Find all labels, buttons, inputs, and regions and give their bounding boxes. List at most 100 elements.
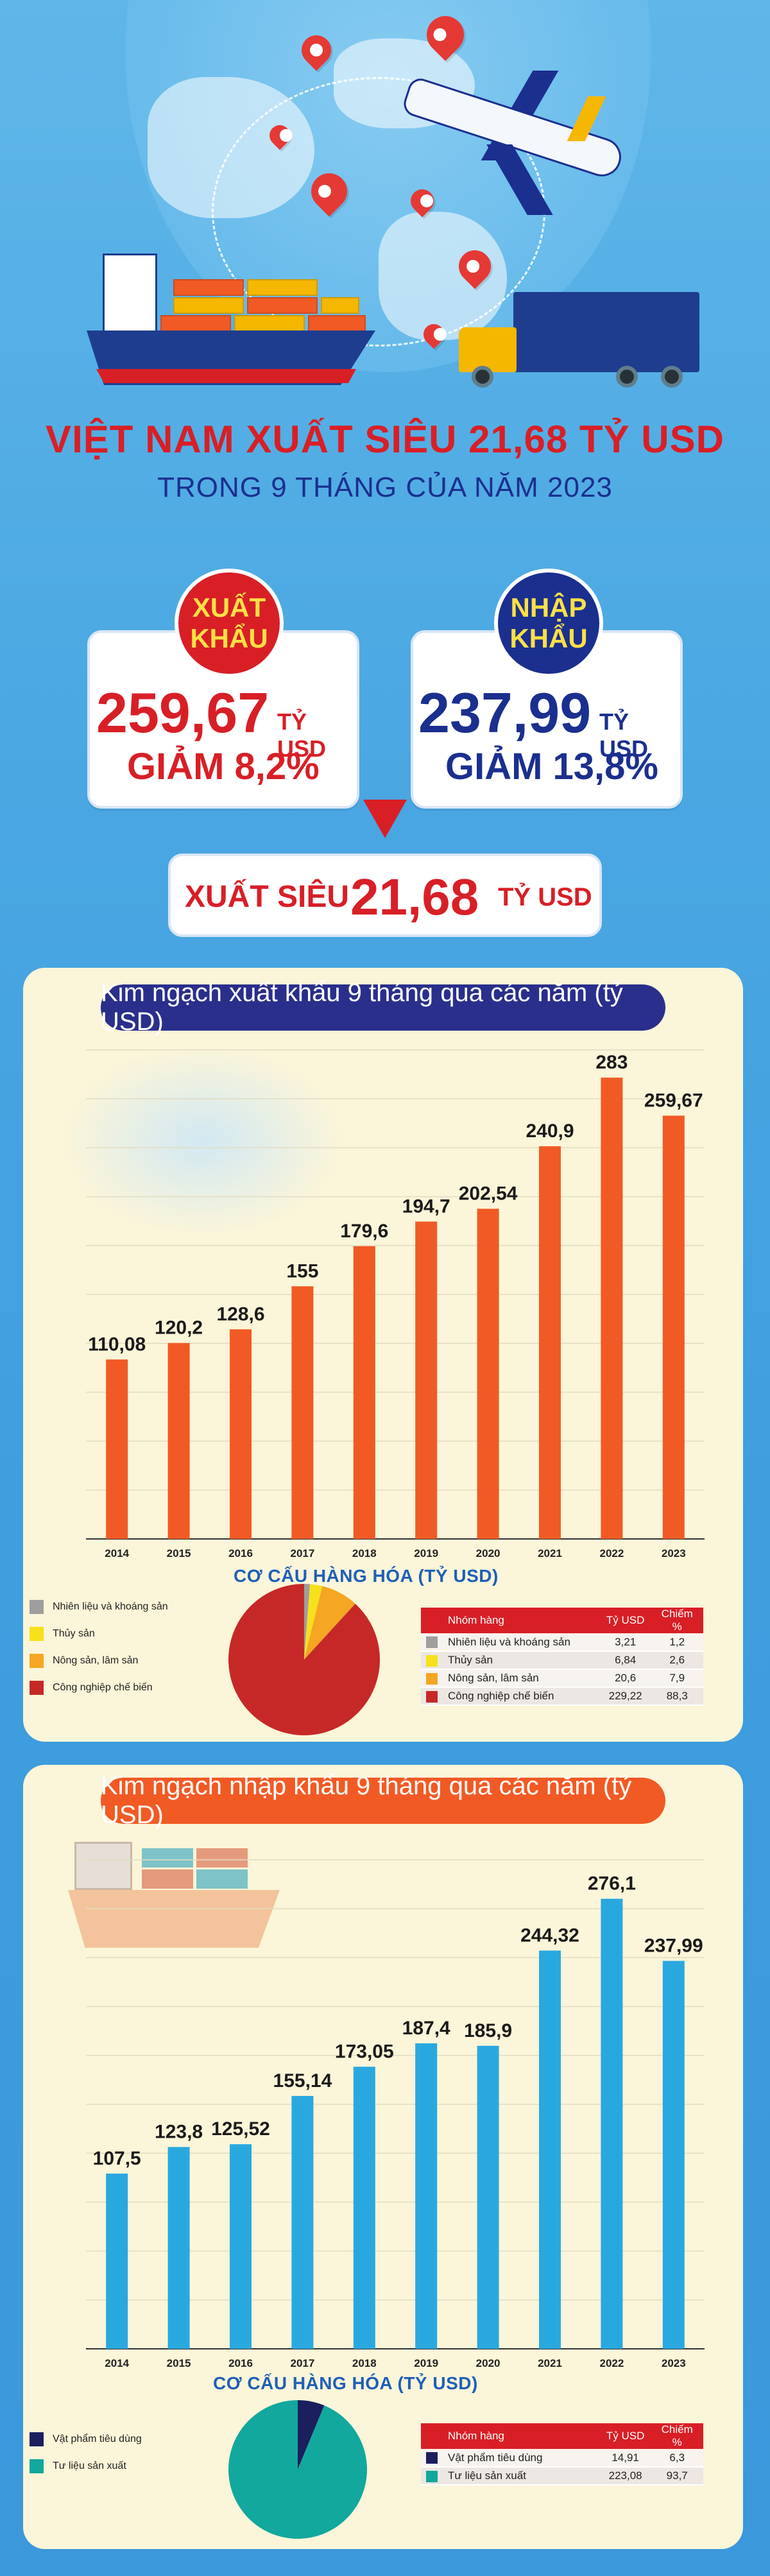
legend-label: Tư liệu sản xuất bbox=[53, 2460, 126, 2471]
table-cell bbox=[421, 1669, 443, 1688]
export-data-label: 155 bbox=[286, 1260, 318, 1282]
import-data-label: 237,99 bbox=[644, 1936, 703, 1957]
table-cell: 6,84 bbox=[599, 1651, 651, 1670]
import-data-label: 125,52 bbox=[211, 2118, 270, 2140]
legend-label: Vật phẩm tiêu dùng bbox=[53, 2434, 142, 2444]
container-icon bbox=[247, 297, 318, 314]
import-change: GIẢM 13,8% bbox=[445, 746, 658, 787]
wheel-icon bbox=[472, 366, 493, 388]
page-subtitle: TRONG 9 THÁNG CỦA NĂM 2023 bbox=[157, 472, 613, 503]
hero-illustration: VIỆT NAM XUẤT SIÊU 21,68 TỶ USD TRONG 9 … bbox=[0, 0, 770, 578]
export-data-label: 240,9 bbox=[526, 1121, 574, 1142]
import-data-label: 185,9 bbox=[464, 2020, 512, 2041]
export-pie-chart bbox=[228, 1584, 380, 1735]
container-icon bbox=[308, 315, 366, 332]
legend-item: Tư liệu sản xuất bbox=[30, 2459, 126, 2473]
table-row: Thủy sản 6,84 2,6 bbox=[421, 1651, 703, 1670]
export-tick-label: 2014 bbox=[105, 1547, 129, 1559]
export-tick-label: 2020 bbox=[476, 1547, 501, 1559]
legend-item: Nông sản, lâm sản bbox=[30, 1654, 138, 1668]
import-bar-2017 bbox=[291, 2095, 314, 2349]
table-header-cell: Nhóm hàng bbox=[443, 1608, 600, 1633]
table-header-cell: Nhóm hàng bbox=[443, 2423, 600, 2449]
legend-swatch bbox=[30, 1600, 44, 1614]
export-data-label: 194,7 bbox=[402, 1196, 450, 1217]
ship-cabin bbox=[103, 253, 157, 334]
container-icon bbox=[196, 1848, 248, 1868]
import-tick-label: 2015 bbox=[167, 2357, 191, 2369]
table-cell: 6,3 bbox=[651, 2449, 703, 2468]
table-cell: 229,22 bbox=[599, 1687, 651, 1706]
import-data-label: 173,05 bbox=[335, 2041, 394, 2062]
legend-item: Thủy sản bbox=[30, 1627, 95, 1641]
export-bar-2018 bbox=[353, 1246, 375, 1539]
trade-illustration bbox=[62, 1045, 344, 1237]
import-bar-2016 bbox=[230, 2144, 252, 2349]
export-panel: Kim ngạch xuất khẩu 9 tháng qua các năm … bbox=[23, 968, 743, 1742]
container-icon bbox=[321, 297, 359, 314]
table-cell: 7,9 bbox=[651, 1669, 703, 1688]
container-icon bbox=[247, 279, 318, 296]
import-data-label: 187,4 bbox=[402, 2018, 450, 2039]
legend-label: Nhiên liệu và khoáng sản bbox=[53, 1601, 168, 1612]
export-data-label: 128,6 bbox=[216, 1303, 264, 1325]
import-structure-title: CƠ CẤU HÀNG HÓA (TỶ USD) bbox=[213, 2373, 478, 2393]
table-swatch bbox=[426, 1672, 438, 1685]
pie-slice bbox=[304, 1584, 323, 1660]
table-cell bbox=[421, 1687, 443, 1706]
arrow-down-icon bbox=[363, 800, 407, 838]
export-tick-label: 2016 bbox=[228, 1547, 253, 1559]
export-bar-2015 bbox=[167, 1343, 190, 1539]
export-data-label: 120,2 bbox=[155, 1318, 203, 1339]
container-icon bbox=[173, 297, 244, 314]
import-data-label: 107,5 bbox=[93, 2148, 141, 2169]
import-pie-chart bbox=[228, 2400, 367, 2539]
balance-unit: TỶ USD bbox=[498, 883, 592, 911]
table-cell: Thủy sản bbox=[443, 1651, 600, 1670]
export-change: GIẢM 8,2% bbox=[127, 746, 320, 787]
table-swatch bbox=[426, 1654, 438, 1667]
wheel-icon bbox=[616, 366, 638, 388]
import-panel: Kim ngạch nhập khẩu 9 tháng qua các năm … bbox=[23, 1765, 743, 2549]
import-tick-label: 2023 bbox=[662, 2357, 686, 2369]
table-cell: 93,7 bbox=[651, 2467, 703, 2486]
export-structure-title: CƠ CẤU HÀNG HÓA (TỶ USD) bbox=[234, 1566, 499, 1586]
export-value: 259,67 bbox=[96, 681, 270, 744]
import-data-label: 155,14 bbox=[273, 2070, 332, 2091]
table-cell: Tư liệu sản xuất bbox=[443, 2467, 600, 2486]
export-badge-line1: XUẤT bbox=[192, 592, 266, 623]
export-bar-2014 bbox=[106, 1359, 128, 1539]
import-stat-card: 237,99 TỶ USD GIẢM 13,8% bbox=[411, 630, 683, 809]
table-header-cell bbox=[421, 1608, 443, 1633]
table-cell: 2,6 bbox=[651, 1651, 703, 1670]
table-cell: Nông sản, lâm sản bbox=[443, 1669, 600, 1688]
table-row: Nhiên liệu và khoáng sản 3,21 1,2 bbox=[421, 1633, 703, 1652]
export-bar-chart: 110,08 2014 120,2 2015 128,6 2016 155 2017 179,6… bbox=[86, 1049, 705, 1559]
export-badge-line2: KHẨU bbox=[190, 623, 268, 653]
export-tick-label: 2018 bbox=[352, 1547, 377, 1559]
export-data-label: 202,54 bbox=[459, 1183, 518, 1205]
table-cell: 3,21 bbox=[599, 1633, 651, 1652]
export-tick-label: 2019 bbox=[414, 1547, 438, 1559]
import-bar-2022 bbox=[601, 1898, 623, 2349]
legend-item: Công nghiệp chế biến bbox=[30, 1681, 153, 1695]
export-tick-label: 2021 bbox=[538, 1547, 562, 1559]
table-header-cell bbox=[421, 2423, 443, 2449]
import-badge-line2: KHẨU bbox=[509, 623, 588, 653]
table-header-row: Nhóm hàng Tỷ USD Chiếm % bbox=[421, 2423, 703, 2449]
table-cell bbox=[421, 1651, 443, 1670]
truck-container-icon bbox=[513, 292, 699, 372]
table-cell: Vật phẩm tiêu dùng bbox=[443, 2449, 600, 2468]
legend-item: Vật phẩm tiêu dùng bbox=[30, 2432, 142, 2446]
legend-label: Công nghiệp chế biến bbox=[53, 1682, 153, 1693]
export-tick-label: 2023 bbox=[662, 1547, 686, 1559]
pie-slice bbox=[304, 1584, 311, 1660]
import-bar-2018 bbox=[353, 2066, 375, 2349]
table-row: Nông sản, lâm sản 20,6 7,9 bbox=[421, 1669, 703, 1688]
export-bar-2017 bbox=[291, 1286, 314, 1539]
ship-illustration bbox=[68, 1890, 280, 1948]
pie-slice bbox=[228, 1584, 380, 1735]
legend-label: Thủy sản bbox=[53, 1628, 95, 1639]
container-icon bbox=[142, 1869, 193, 1889]
pie-slice bbox=[298, 2400, 325, 2469]
